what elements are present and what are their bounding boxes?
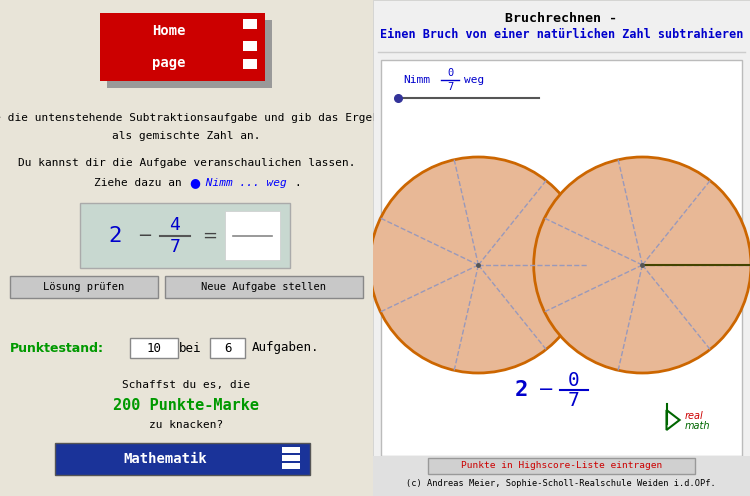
FancyBboxPatch shape: [243, 19, 256, 29]
Text: als gemischte Zahl an.: als gemischte Zahl an.: [112, 131, 261, 141]
Text: Lösung prüfen: Lösung prüfen: [44, 282, 125, 292]
Text: 2: 2: [515, 380, 528, 400]
FancyBboxPatch shape: [80, 203, 290, 268]
FancyBboxPatch shape: [210, 338, 244, 358]
Text: zu knacken?: zu knacken?: [149, 420, 224, 430]
FancyBboxPatch shape: [165, 276, 363, 298]
FancyBboxPatch shape: [130, 338, 178, 358]
Text: Nimm ... weg: Nimm ... weg: [200, 178, 287, 188]
Text: Ziehe dazu an: Ziehe dazu an: [94, 178, 182, 188]
Ellipse shape: [370, 157, 587, 373]
Text: real: real: [685, 411, 703, 421]
FancyBboxPatch shape: [243, 59, 256, 69]
Text: 7: 7: [170, 238, 180, 255]
Text: Bruchrechnen -: Bruchrechnen -: [506, 11, 617, 24]
Text: Nimm: Nimm: [403, 75, 430, 85]
Text: Löse die untenstehende Subtraktionsaufgabe und gib das Ergebnis: Löse die untenstehende Subtraktionsaufga…: [0, 113, 399, 123]
FancyBboxPatch shape: [10, 276, 158, 298]
FancyBboxPatch shape: [373, 0, 750, 496]
FancyBboxPatch shape: [100, 13, 265, 81]
FancyBboxPatch shape: [282, 455, 300, 461]
FancyBboxPatch shape: [373, 456, 750, 496]
Text: 200 Punkte-Marke: 200 Punkte-Marke: [113, 398, 260, 414]
Text: Neue Aufgabe stellen: Neue Aufgabe stellen: [201, 282, 326, 292]
Text: (c) Andreas Meier, Sophie-Scholl-Realschule Weiden i.d.OPf.: (c) Andreas Meier, Sophie-Scholl-Realsch…: [406, 480, 716, 489]
Text: −: −: [137, 227, 152, 245]
FancyBboxPatch shape: [55, 443, 310, 475]
Text: 2: 2: [108, 226, 122, 246]
FancyBboxPatch shape: [381, 60, 742, 456]
Text: Schaffst du es, die: Schaffst du es, die: [122, 380, 250, 390]
FancyBboxPatch shape: [428, 458, 694, 474]
Ellipse shape: [534, 157, 750, 373]
Text: Einen Bruch von einer natürlichen Zahl subtrahieren: Einen Bruch von einer natürlichen Zahl s…: [380, 28, 743, 42]
Text: =: =: [202, 227, 217, 245]
Text: 4: 4: [170, 215, 180, 234]
Text: 6: 6: [224, 342, 232, 355]
Text: .: .: [294, 178, 301, 188]
Text: math: math: [685, 421, 710, 431]
FancyBboxPatch shape: [225, 211, 280, 260]
Text: page: page: [152, 56, 186, 69]
Text: 0: 0: [568, 371, 580, 389]
Text: Punktestand:: Punktestand:: [10, 342, 104, 355]
FancyBboxPatch shape: [282, 463, 300, 469]
Text: Home: Home: [152, 24, 186, 38]
FancyBboxPatch shape: [282, 447, 300, 453]
Text: 0: 0: [447, 68, 453, 78]
FancyBboxPatch shape: [107, 20, 272, 88]
Text: −: −: [538, 380, 554, 399]
Polygon shape: [667, 410, 680, 430]
Text: bei: bei: [178, 342, 201, 355]
Text: 7: 7: [447, 82, 453, 92]
Text: weg: weg: [464, 75, 484, 85]
Text: Du kannst dir die Aufgabe veranschaulichen lassen.: Du kannst dir die Aufgabe veranschaulich…: [18, 158, 355, 168]
FancyBboxPatch shape: [243, 41, 256, 51]
Text: Mathematik: Mathematik: [123, 452, 207, 466]
Text: Aufgaben.: Aufgaben.: [252, 342, 320, 355]
Text: Punkte in Highscore-Liste eintragen: Punkte in Highscore-Liste eintragen: [460, 461, 662, 471]
Text: 10: 10: [146, 342, 161, 355]
Text: 7: 7: [568, 390, 580, 410]
Text: ●: ●: [186, 177, 201, 189]
